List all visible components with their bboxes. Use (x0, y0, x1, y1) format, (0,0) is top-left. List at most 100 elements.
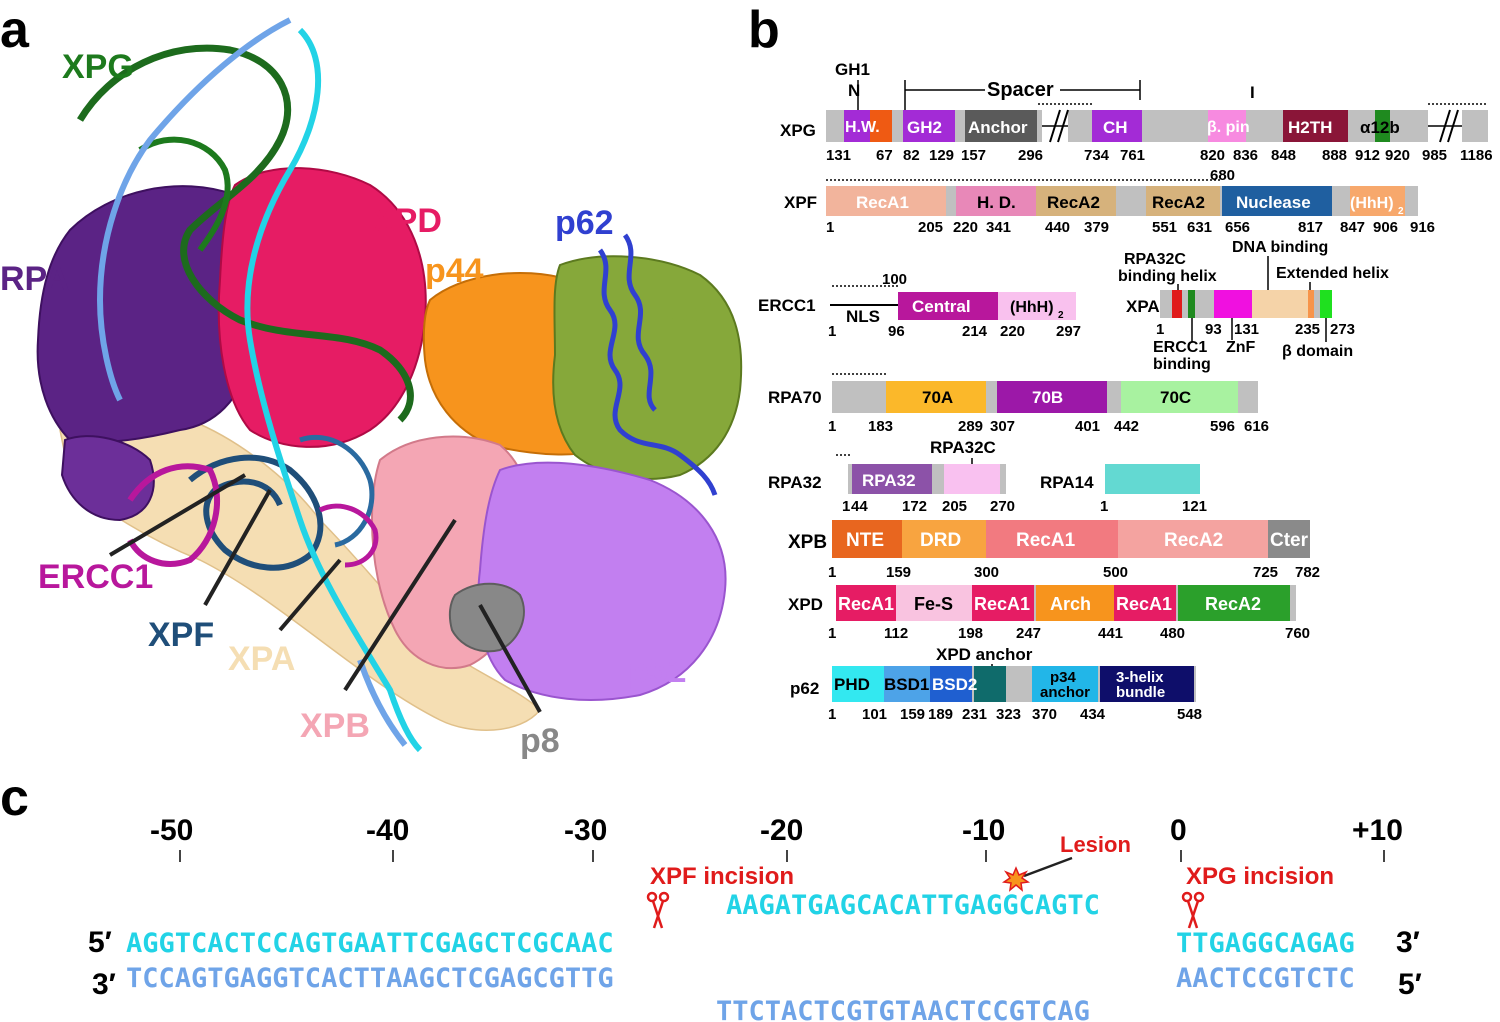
xpd-block-reca1-c (1114, 585, 1176, 621)
xpg-break-1 (1049, 109, 1061, 143)
xpa-num-4: 273 (1330, 321, 1355, 338)
xpg-map: XPG H.W. GH2 Anchor CH β. pin H2TH α12b (780, 60, 1493, 164)
xpb-num-3: 500 (1103, 564, 1128, 581)
xpg-break-3 (1439, 109, 1451, 143)
ercc1-pointer (108, 473, 247, 557)
p62-block-p34anchor (1032, 666, 1098, 702)
ercc1-num-3: 220 (1000, 323, 1025, 340)
xpa-ann-extended-helix: Extended helix (1276, 265, 1389, 282)
xpg-num-3: 129 (929, 147, 954, 164)
p62-num-5: 323 (996, 706, 1021, 723)
xpf-map: 680 XPF RecA1 H. D. RecA2 RecA2 Nuclease… (784, 167, 1435, 236)
xpa-numbers: 1 93 131 235 273 (1156, 321, 1355, 338)
ercc1-num-0: 1 (828, 323, 836, 340)
xpd-block-fes (896, 585, 972, 621)
xpf-incision-label: XPF incision (650, 863, 794, 890)
xpb-block-reca1 (986, 520, 1118, 558)
xpf-num-1: 205 (918, 219, 943, 236)
xpg-label-a12b: α12b (1360, 118, 1400, 137)
panel-label-a: a (0, 1, 30, 59)
xpg-ribbon (76, 44, 414, 423)
xpf-num-6: 551 (1152, 219, 1177, 236)
xpa-num-3: 235 (1295, 321, 1320, 338)
rpa32-numbers: 1 44 172 205 270 (842, 498, 1015, 515)
xpg-spacer-label: Spacer (987, 79, 1054, 101)
rpa32-num-1: 44 (851, 498, 868, 515)
xpg-backbone-3 (1462, 110, 1488, 142)
xpg-block-hw (844, 110, 870, 142)
rpa70-block-70c (1121, 381, 1238, 413)
xpg-num-10: 848 (1271, 147, 1296, 164)
xpd-label-reca1-c: RecA1 (1116, 594, 1172, 614)
rpa14-num-0: 1 (1100, 498, 1108, 515)
xpf-num-11: 906 (1373, 219, 1398, 236)
xpa-num-2: 131 (1234, 321, 1259, 338)
tick-label-0: 0 (1170, 814, 1187, 847)
xpf-num-4: 440 (1045, 219, 1070, 236)
xpa-name: XPA (1126, 297, 1160, 316)
xpd-num-1: 112 (884, 625, 908, 642)
xpg-num-11: 888 (1322, 147, 1347, 164)
xpd-block-arch (1036, 585, 1114, 621)
xpf-label-reca1: RecA1 (856, 193, 909, 212)
xpg-num-6: 734 (1084, 147, 1110, 164)
label-xpg: XPG (62, 48, 134, 86)
xpd-label-arch: Arch (1050, 594, 1091, 614)
xpf-label-reca2-b: RecA2 (1152, 193, 1205, 212)
ercc1-label-hhh-sub: 2 (1058, 310, 1064, 321)
p8-pointer (478, 604, 542, 713)
xpa-block-orange (1308, 290, 1314, 318)
xpd-map: XPD RecA1 Fe-S RecA1 Arch RecA1 RecA2 1 … (788, 585, 1310, 642)
tick-label-m10: -10 (962, 814, 1005, 847)
rpa70-label-70b: 70B (1032, 388, 1063, 407)
top-5prime: 5′ (88, 926, 112, 959)
xpf-num-3: 341 (986, 219, 1011, 236)
xpg-label-h2th: H2TH (1288, 118, 1332, 137)
p62-num-6: 370 (1032, 706, 1057, 723)
xpd-name: XPD (788, 595, 823, 614)
p62-block-bsd2 (930, 666, 972, 702)
ercc1-num-4: 297 (1056, 323, 1081, 340)
xpg-num-13: 920 (1385, 147, 1410, 164)
xpg-spacer-bg (985, 76, 1060, 98)
xpf-block-nuclease (1222, 186, 1332, 216)
xpg-n-label: N (848, 81, 860, 100)
xpd-num-4: 441 (1098, 625, 1123, 642)
p62-label-3helix: 3-helix (1116, 669, 1164, 686)
protein-structure (36, 17, 743, 753)
label-xpd: XPD (372, 202, 442, 240)
bottom-3prime: 3′ (92, 968, 116, 1001)
xpg-num-8: 820 (1200, 147, 1225, 164)
rpa70-name: RPA70 (768, 388, 822, 407)
ercc1-label-hhh: (HhH) (1010, 299, 1054, 316)
p62-label-bundle: bundle (1116, 684, 1165, 701)
xpg-num-14: 985 (1422, 147, 1447, 164)
xpg-break-4 (1447, 109, 1459, 143)
rpa70-label-70c: 70C (1160, 388, 1191, 407)
bottom-5prime: 5′ (1398, 968, 1422, 1001)
xpd-numbers: 1 112 198 247 441 480 760 (828, 625, 1310, 642)
p62-xpd-anchor: XPD anchor (936, 645, 1033, 664)
xpb-name: XPB (788, 532, 827, 553)
top-left-sequence: AGGTCACTCCAGTGAATTCGAGCTCGCAAC (126, 928, 614, 959)
xpg-label-bpin: β. pin (1207, 119, 1250, 136)
xpg-num-4: 157 (961, 147, 986, 164)
lesion-pointer (1023, 856, 1073, 878)
xpa-map: RPA32C binding helix DNA binding Extende… (1118, 239, 1389, 373)
xpf-label-nuclease: Nuclease (1236, 193, 1311, 212)
ercc1-map: 100 ERCC1 NLS Central (HhH) 2 1 96 214 2… (758, 271, 1081, 340)
rpa70-map: RPA70 70A 70B 70C 1 183 289 307 401 442 … (768, 373, 1269, 435)
rpa70-num-3: 307 (990, 418, 1015, 435)
rpa14-block (1105, 464, 1200, 494)
rpa32-num-3: 205 (942, 498, 967, 515)
bottom-right-sequence: AACTCCGTCTC (1176, 963, 1355, 994)
xpa-block-lime (1320, 290, 1332, 318)
p62-num-7: 434 (1080, 706, 1106, 723)
rpa32-num-0: 1 (842, 498, 850, 515)
xpf-scissors-icon (646, 891, 670, 929)
label-p62: p62 (555, 204, 614, 242)
lesion-star-icon (1001, 866, 1031, 892)
xpf-block-hhh (1350, 186, 1405, 216)
label-xpa: XPA (228, 640, 295, 678)
xpf-num-7: 631 (1187, 219, 1212, 236)
